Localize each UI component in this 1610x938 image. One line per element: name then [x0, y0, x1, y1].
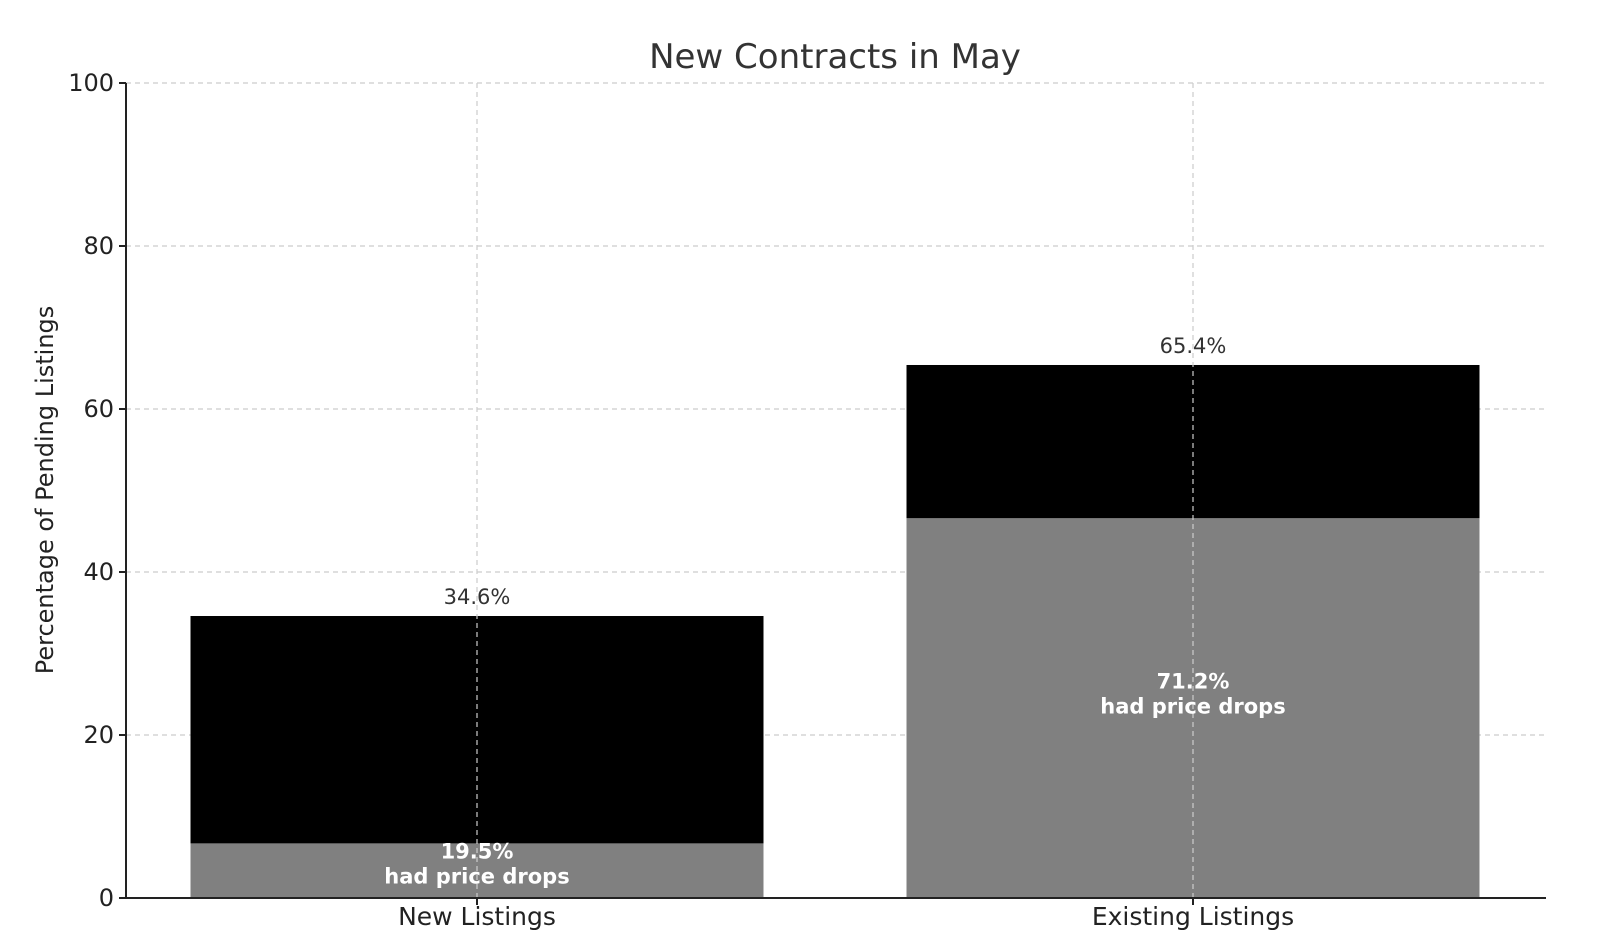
y-tick-label: 80 — [83, 232, 114, 260]
axes: 0 20 40 60 80 100 New Listings Existing Listing… — [68, 69, 1546, 931]
price-drop-percent-label: 19.5% — [441, 839, 514, 863]
y-axis-label: Percentage of Pending Listings — [31, 306, 59, 675]
y-tick-label: 100 — [68, 69, 114, 97]
y-tick-label: 0 — [99, 884, 114, 912]
price-drop-percent-label: 71.2% — [1157, 669, 1230, 693]
price-drop-text-label: had price drops — [1100, 694, 1285, 718]
y-tick-label: 60 — [83, 395, 114, 423]
bar-total-label: 34.6% — [444, 585, 511, 609]
bar-segment — [906, 364, 1480, 519]
vertical-grid — [476, 83, 1194, 898]
y-tick-label: 40 — [83, 558, 114, 586]
y-tick-label: 20 — [83, 721, 114, 749]
bar-total-label: 65.4% — [1160, 334, 1227, 358]
price-drop-text-label: had price drops — [384, 864, 569, 888]
x-category-label: Existing Listings — [1092, 902, 1294, 931]
x-category-label: New Listings — [398, 902, 556, 931]
chart-title: New Contracts in May — [649, 37, 1021, 77]
bars — [190, 364, 1480, 898]
